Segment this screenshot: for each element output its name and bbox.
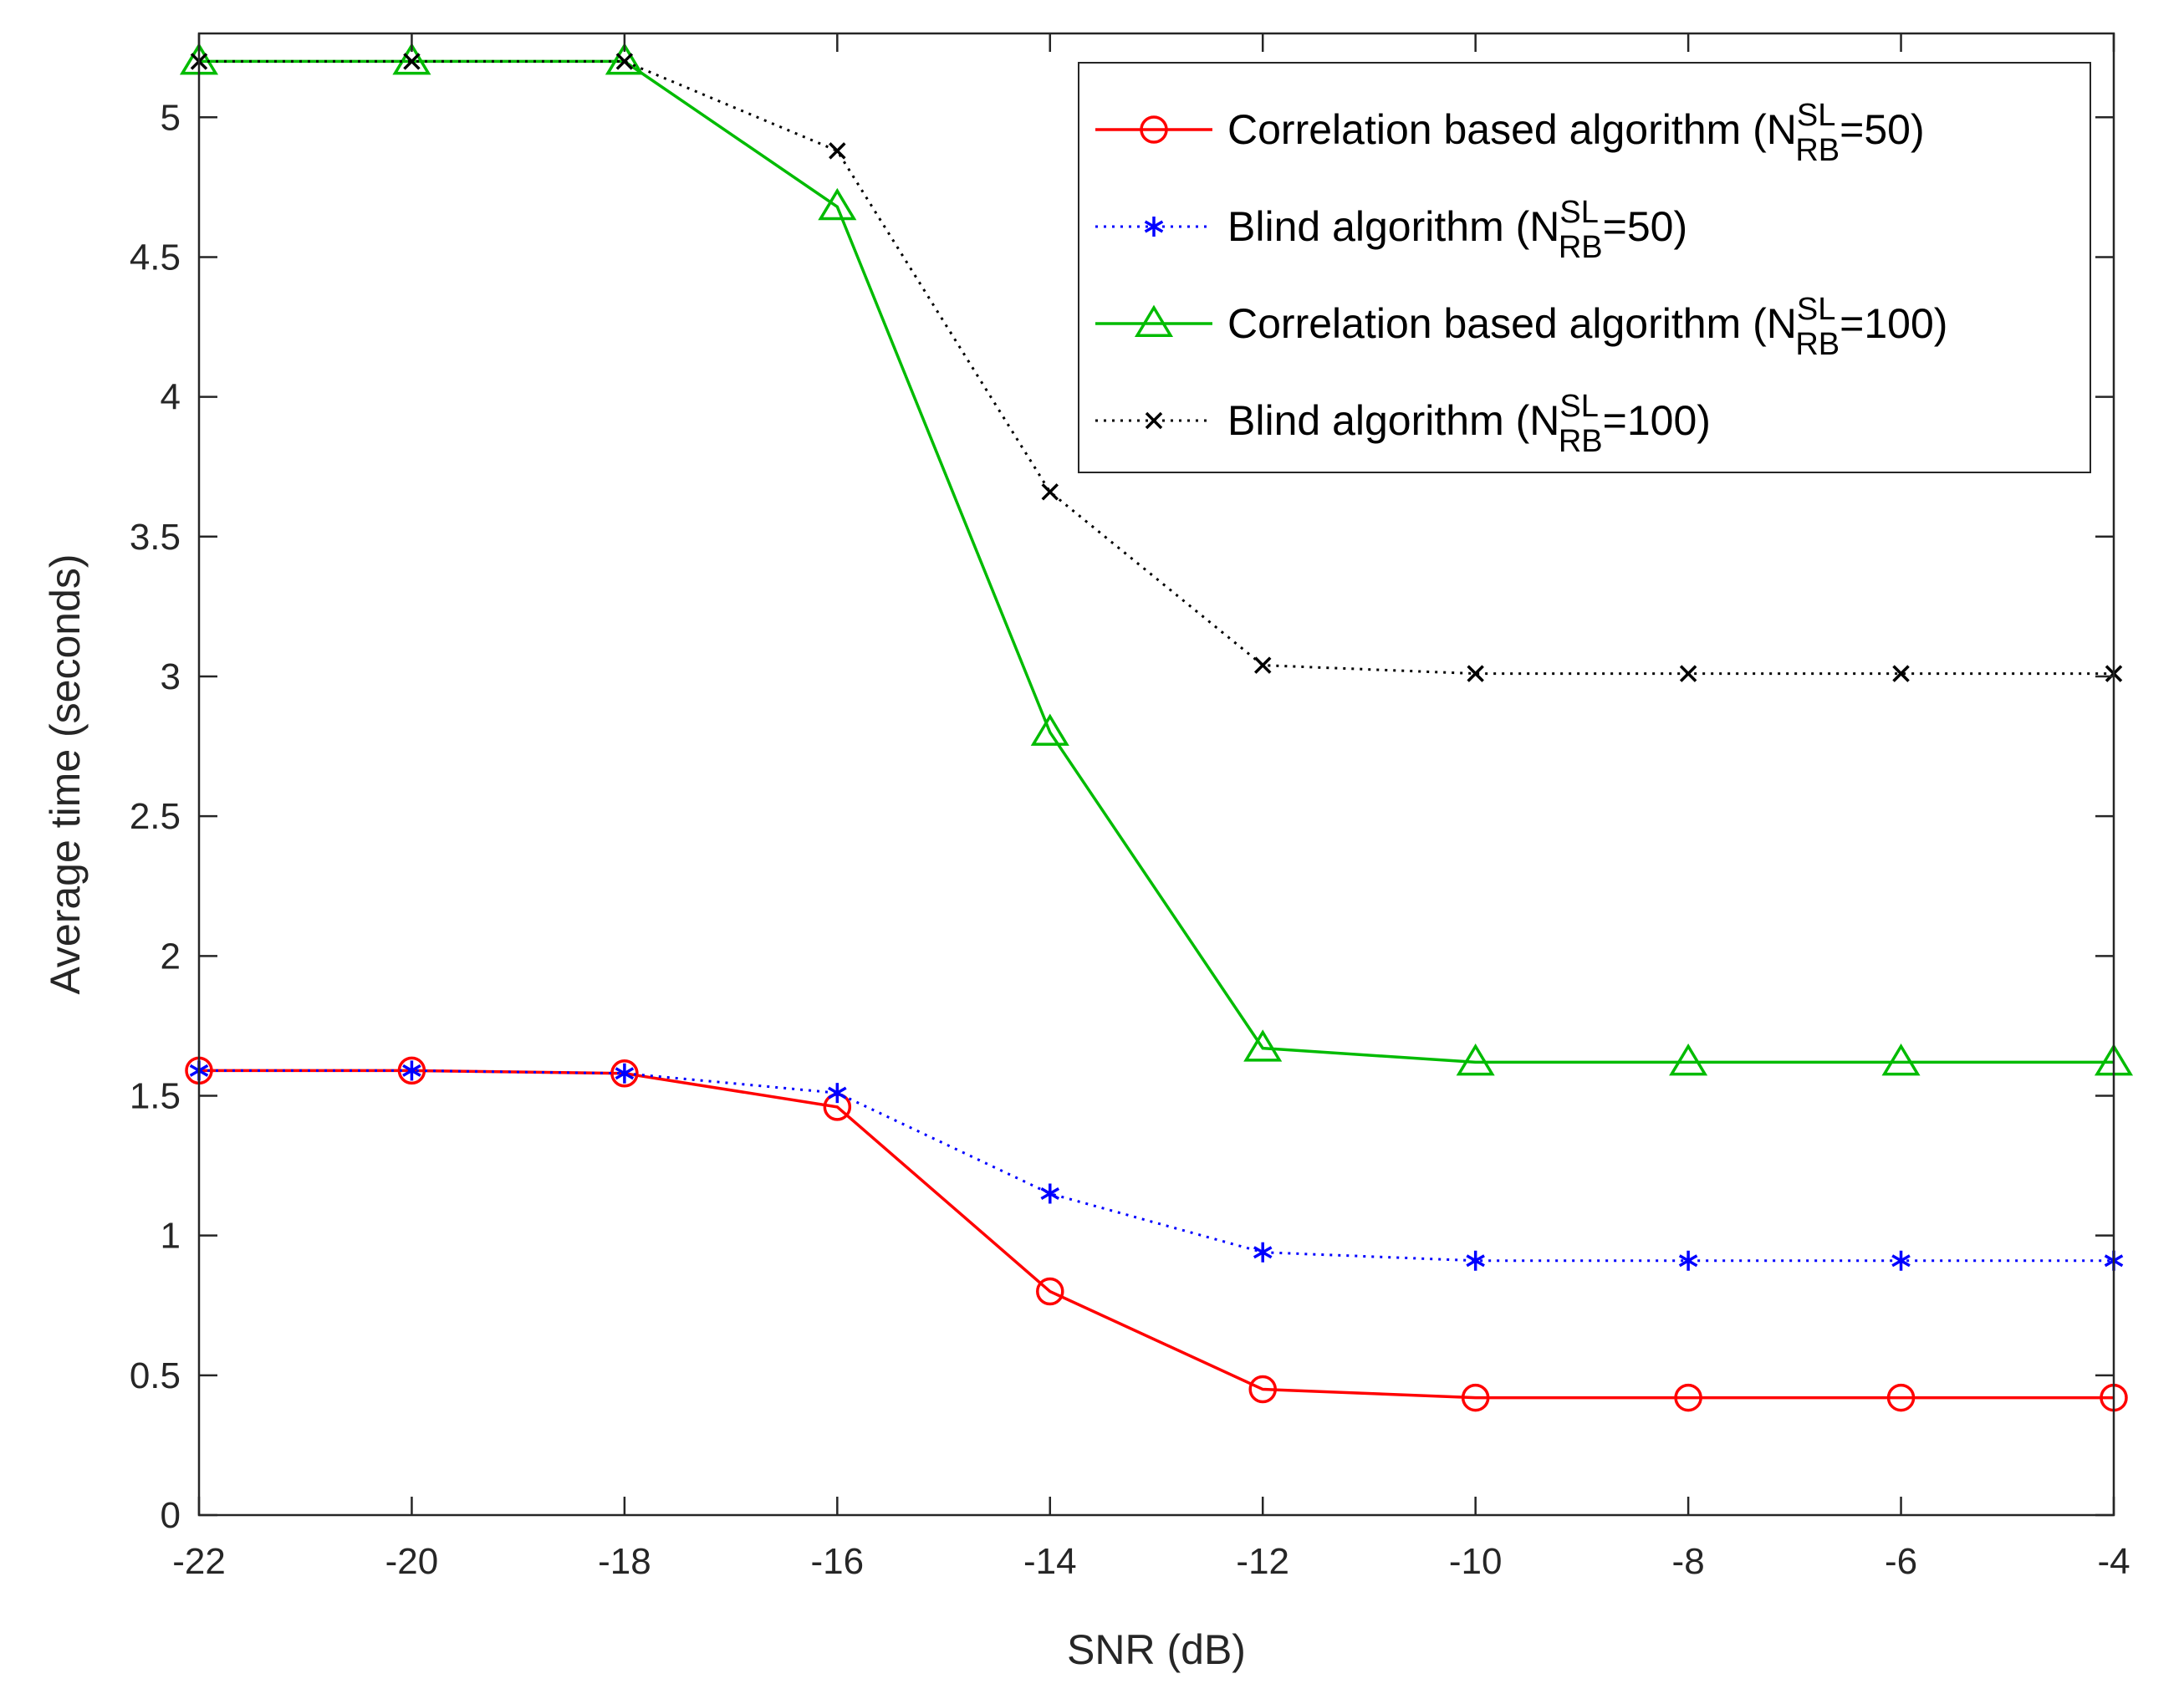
x-tick-label: -8 xyxy=(1672,1541,1705,1582)
legend-label-superscript: SL xyxy=(1559,195,1598,230)
legend-box xyxy=(1078,62,2091,473)
legend-marker xyxy=(1134,304,1174,337)
legend-label: Blind algorithm (NSL RB=50) xyxy=(1227,195,1687,265)
legend-label: Correlation based algorithm (NSL RB=100) xyxy=(1227,292,1947,362)
x-tick-label: -12 xyxy=(1236,1541,1289,1582)
x-tick-label: -10 xyxy=(1449,1541,1503,1582)
data-point xyxy=(1669,1043,1708,1076)
legend-label-subscript: RB xyxy=(1795,327,1840,362)
data-point xyxy=(1886,1383,1916,1412)
x-tick-label: -18 xyxy=(598,1541,651,1582)
legend-marker xyxy=(1144,217,1164,237)
x-tick-label: -14 xyxy=(1023,1541,1077,1582)
x-tick-label: -22 xyxy=(172,1541,226,1582)
legend-label-superscript: SL xyxy=(1797,292,1835,327)
y-tick-label: 4.5 xyxy=(130,237,181,278)
y-tick-label: 3 xyxy=(161,656,181,697)
x-axis-label: SNR (dB) xyxy=(1067,1626,1246,1673)
legend-marker xyxy=(1140,115,1168,144)
data-point xyxy=(1891,1250,1911,1271)
data-point xyxy=(1467,665,1484,682)
series-line xyxy=(199,1069,2114,1263)
data-point xyxy=(615,1063,635,1084)
y-tick-label: 1 xyxy=(161,1216,181,1257)
data-point xyxy=(1040,1183,1060,1204)
legend-label-suffix: =50) xyxy=(1603,203,1687,250)
series-line xyxy=(199,59,2114,676)
y-tick-label: 4 xyxy=(161,377,181,418)
axes-ticks: -22 -20 -18 -16 -14 -12 -10 -8 -6 -4 0 0.5 1 1.5 2 2.5 3… xyxy=(130,33,2130,1582)
data-point xyxy=(403,53,421,70)
data-point xyxy=(828,1083,847,1104)
x-tick-label: -16 xyxy=(811,1541,865,1582)
legend-marker xyxy=(1145,411,1163,430)
data-point xyxy=(1248,1375,1277,1404)
data-point xyxy=(610,1059,639,1088)
legend-label-prefix: Blind algorithm (N xyxy=(1227,203,1559,250)
legend-entry: Correlation based algorithm (NSL RB=50) xyxy=(1095,98,1925,168)
y-tick-label: 2.5 xyxy=(130,796,181,837)
series-4 xyxy=(190,53,2123,682)
data-point xyxy=(818,187,857,221)
data-point xyxy=(1461,1383,1490,1412)
data-point xyxy=(615,53,634,70)
legend-label-superscript: SL xyxy=(1559,389,1598,424)
legend-label-suffix: =50) xyxy=(1840,106,1924,153)
legend-entry: Blind algorithm (NSL RB=100) xyxy=(1095,389,1711,459)
y-tick-label: 5 xyxy=(161,97,181,138)
y-tick-label: 0.5 xyxy=(130,1355,181,1396)
legend-label-prefix: Correlation based algorithm (N xyxy=(1227,300,1797,347)
y-tick-label: 0 xyxy=(161,1495,181,1536)
data-point xyxy=(1892,665,1910,682)
data-point xyxy=(1881,1043,1921,1076)
data-point xyxy=(1041,483,1059,501)
y-axis-label: Average time (seconds) xyxy=(42,554,89,994)
data-point xyxy=(1253,1242,1273,1263)
legend-label-superscript: SL xyxy=(1797,98,1835,133)
data-point xyxy=(1456,1043,1495,1076)
legend-label: Blind algorithm (NSL RB=100) xyxy=(1227,389,1711,459)
legend-label-prefix: Blind algorithm (N xyxy=(1227,397,1559,444)
data-point xyxy=(605,43,644,75)
legend-label-suffix: =100) xyxy=(1603,397,1711,444)
plot-frame xyxy=(197,32,2115,1517)
legend-label-prefix: Correlation based algorithm (N xyxy=(1227,106,1797,153)
legend-label: Correlation based algorithm (NSL RB=50) xyxy=(1227,98,1925,168)
series-2 xyxy=(189,1060,2124,1271)
data-point xyxy=(1243,1029,1283,1062)
data-point xyxy=(1030,713,1069,746)
legend-label-subscript: RB xyxy=(1559,230,1603,265)
data-point xyxy=(1679,665,1697,682)
data-point xyxy=(1466,1250,1485,1271)
x-tick-label: -20 xyxy=(385,1541,439,1582)
series-layer xyxy=(179,43,2134,1412)
y-tick-label: 2 xyxy=(161,936,181,977)
legend-entry: Blind algorithm (NSL RB=50) xyxy=(1095,195,1687,265)
data-point xyxy=(1253,656,1272,674)
data-point xyxy=(1678,1250,1698,1271)
data-point xyxy=(1674,1383,1702,1412)
data-point xyxy=(1036,1277,1064,1306)
legend: Correlation based algorithm (NSL RB=50)Bl… xyxy=(1078,62,2091,473)
data-point xyxy=(402,1060,421,1081)
y-tick-label: 1.5 xyxy=(130,1075,181,1116)
y-tick-label: 3.5 xyxy=(130,517,181,558)
x-tick-label: -6 xyxy=(1885,1541,1917,1582)
legend-label-subscript: RB xyxy=(1795,133,1840,168)
data-point xyxy=(829,142,846,160)
legend-entry: Correlation based algorithm (NSL RB=100) xyxy=(1095,292,1947,362)
legend-label-suffix: =100) xyxy=(1840,300,1947,347)
data-point xyxy=(397,1056,426,1085)
x-tick-label: -4 xyxy=(2097,1541,2130,1582)
data-point xyxy=(392,43,431,75)
legend-label-subscript: RB xyxy=(1559,424,1603,459)
